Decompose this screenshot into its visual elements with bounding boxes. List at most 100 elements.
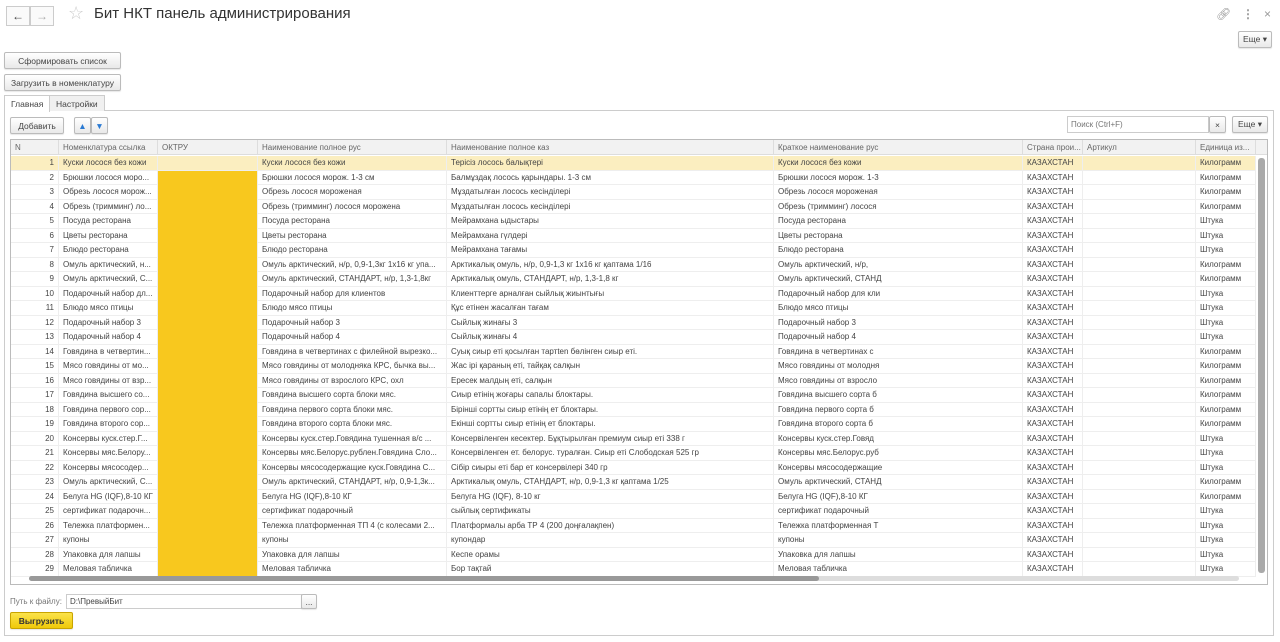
table-row[interactable]: 9 Омуль арктический, С... Омуль арктически… [11,272,1256,287]
column-header-full-name-ru[interactable]: Наименование полное рус [258,140,447,155]
cell-full-name-kz: Сиыр етінің жоғары сапалы блоктары. [447,388,774,403]
tab-settings[interactable]: Настройки [49,95,105,111]
table-row[interactable]: 22 Консервы мясосодер... Консервы мясосоде… [11,460,1256,475]
cell-full-name-kz: Жас ірі қараның еті, тайқақ салқын [447,359,774,374]
form-list-button[interactable]: Сформировать список [4,52,121,69]
cell-unit: Штука [1196,562,1256,577]
table-row[interactable]: 6 Цветы ресторана Цветы ресторана Мейрамхан… [11,228,1256,243]
column-header-nomenclature-ref[interactable]: Номенклатура ссылка [59,140,158,155]
cell-short-name-ru: Говядина высшего сорта б [774,388,1023,403]
cell-unit: Килограмм [1196,344,1256,359]
cell-country: КАЗАХСТАН [1023,257,1083,272]
table-more-button[interactable]: Еще ▾ [1232,116,1268,133]
cell-country: КАЗАХСТАН [1023,417,1083,432]
table-row[interactable]: 25 сертификат подарочн... сертификат подар… [11,504,1256,519]
table-row[interactable]: 7 Блюдо ресторана Блюдо ресторана Мейрамхан… [11,243,1256,258]
move-up-button[interactable]: ▲ [74,117,91,134]
path-label: Путь к файлу: [10,597,62,606]
cell-full-name-kz: Консервіленген кесектер. Бұқтырылған пре… [447,431,774,446]
browse-button[interactable]: ... [301,594,317,609]
column-header-short-name-ru[interactable]: Краткое наименование рус [774,140,1023,155]
column-header-unit[interactable]: Единица из... [1196,140,1256,155]
cell-country: КАЗАХСТАН [1023,518,1083,533]
column-header-oktru[interactable]: ОКТРУ [158,140,258,155]
more-vertical-icon[interactable]: ⋮ [1242,7,1254,21]
table-row[interactable]: 13 Подарочный набор 4 Подарочный набор 4 Сы… [11,330,1256,345]
cell-n: 4 [11,199,59,214]
search-input[interactable] [1067,116,1209,133]
cell-unit: Штука [1196,431,1256,446]
table-row[interactable]: 3 Обрезь лосося морож... Обрезь лосося мор… [11,185,1256,200]
cell-full-name-ru: Куски лосося без кожи [258,156,447,171]
load-nomenclature-button[interactable]: Загрузить в номенклатуру [4,74,121,91]
table-row[interactable]: 23 Омуль арктический, С... Омуль арктическ… [11,475,1256,490]
table-row[interactable]: 12 Подарочный набор 3 Подарочный набор 3 Сы… [11,315,1256,330]
cell-n: 10 [11,286,59,301]
export-button[interactable]: Выгрузить [10,612,73,629]
cell-unit: Килограмм [1196,359,1256,374]
cell-nomenclature-ref: Цветы ресторана [59,228,158,243]
table-row[interactable]: 24 Белуга HG (IQF),8-10 КГ Белуга HG (IQF)… [11,489,1256,504]
vertical-scrollbar[interactable] [1258,158,1265,573]
clear-search-button[interactable]: × [1209,116,1226,133]
cell-nomenclature-ref: Консервы мясосодер... [59,460,158,475]
cell-n: 9 [11,272,59,287]
cell-country: КАЗАХСТАН [1023,504,1083,519]
table-row[interactable]: 8 Омуль арктический, н... Омуль арктически… [11,257,1256,272]
cell-n: 19 [11,417,59,432]
cell-n: 29 [11,562,59,577]
back-button[interactable]: ← [6,6,30,26]
cell-country: КАЗАХСТАН [1023,228,1083,243]
table-row[interactable]: 17 Говядина высшего со... Говядина высшего… [11,388,1256,403]
cell-country: КАЗАХСТАН [1023,475,1083,490]
cell-full-name-kz: Арктикалық омуль, СТАНДАРТ, н/р, 1,3-1,8… [447,272,774,287]
add-button[interactable]: Добавить [10,117,64,134]
cell-article [1083,185,1196,200]
cell-short-name-ru: купоны [774,533,1023,548]
cell-oktru [158,156,258,171]
column-header-country[interactable]: Страна прои... [1023,140,1083,155]
link-icon[interactable]: 🔗︎ [1216,7,1232,21]
column-header-full-name-kz[interactable]: Наименование полное каз [447,140,774,155]
cell-unit: Штука [1196,547,1256,562]
cell-short-name-ru: Подарочный набор 3 [774,315,1023,330]
table-row[interactable]: 2 Брюшки лосося моро... Брюшки лосося моро… [11,170,1256,185]
table-row[interactable]: 20 Консервы куск.стер.Г... Консервы куск.с… [11,431,1256,446]
table-row[interactable]: 27 купоны купоны купондар купоны КАЗАХСТАН Шту… [11,533,1256,548]
table-row[interactable]: 26 Тележка платформен... Тележка платформе… [11,518,1256,533]
table-row[interactable]: 5 Посуда ресторана Посуда ресторана Мейрамх… [11,214,1256,229]
cell-short-name-ru: Обрезь (тримминг) лосося [774,199,1023,214]
column-header-article[interactable]: Артикул [1083,140,1196,155]
window-more-button[interactable]: Еще ▾ [1238,31,1272,48]
table-row[interactable]: 15 Мясо говядины от мо... Мясо говядины от… [11,359,1256,374]
cell-oktru [158,460,258,475]
cell-short-name-ru: Обрезь лосося мороженая [774,185,1023,200]
horizontal-scrollbar[interactable] [29,576,819,581]
table-row[interactable]: 4 Обрезь (тримминг) ло... Обрезь (тримминг… [11,199,1256,214]
table-row[interactable]: 10 Подарочный набор дл... Подарочный набор… [11,286,1256,301]
table-row[interactable]: 1 Куски лосося без кожи Куски лосося без к… [11,156,1256,171]
tab-main[interactable]: Главная [4,95,51,112]
table-row[interactable]: 11 Блюдо мясо птицы Блюдо мясо птицы Құс ет… [11,301,1256,316]
cell-unit: Штука [1196,243,1256,258]
table-row[interactable]: 28 Упаковка для лапшы Упаковка для лапшы Ке… [11,547,1256,562]
close-icon[interactable]: × [1264,7,1272,21]
cell-nomenclature-ref: Подарочный набор дл... [59,286,158,301]
cell-full-name-kz: Мұздатылған лосось кесінділері [447,185,774,200]
cell-short-name-ru: Консервы мясосодержащие [774,460,1023,475]
cell-unit: Штука [1196,518,1256,533]
table-row[interactable]: 14 Говядина в четвертин... Говядина в четв… [11,344,1256,359]
table-row[interactable]: 19 Говядина второго сор... Говядина второг… [11,417,1256,432]
table-row[interactable]: 16 Мясо говядины от взр... Мясо говядины о… [11,373,1256,388]
cell-article [1083,228,1196,243]
file-path-input[interactable]: D:\ПревыйБит [66,594,302,609]
forward-button[interactable]: → [30,6,54,26]
column-header-n[interactable]: N [11,140,59,155]
table-row[interactable]: 21 Консервы мяс.Белору... Консервы мяс.Бел… [11,446,1256,461]
move-down-button[interactable]: ▼ [91,117,108,134]
cell-article [1083,562,1196,577]
cell-unit: Штука [1196,446,1256,461]
favorite-star-icon[interactable]: ☆ [68,3,85,23]
table-row[interactable]: 29 Меловая табличка Меловая табличка Бор та… [11,562,1256,577]
table-row[interactable]: 18 Говядина первого сор... Говядина первог… [11,402,1256,417]
